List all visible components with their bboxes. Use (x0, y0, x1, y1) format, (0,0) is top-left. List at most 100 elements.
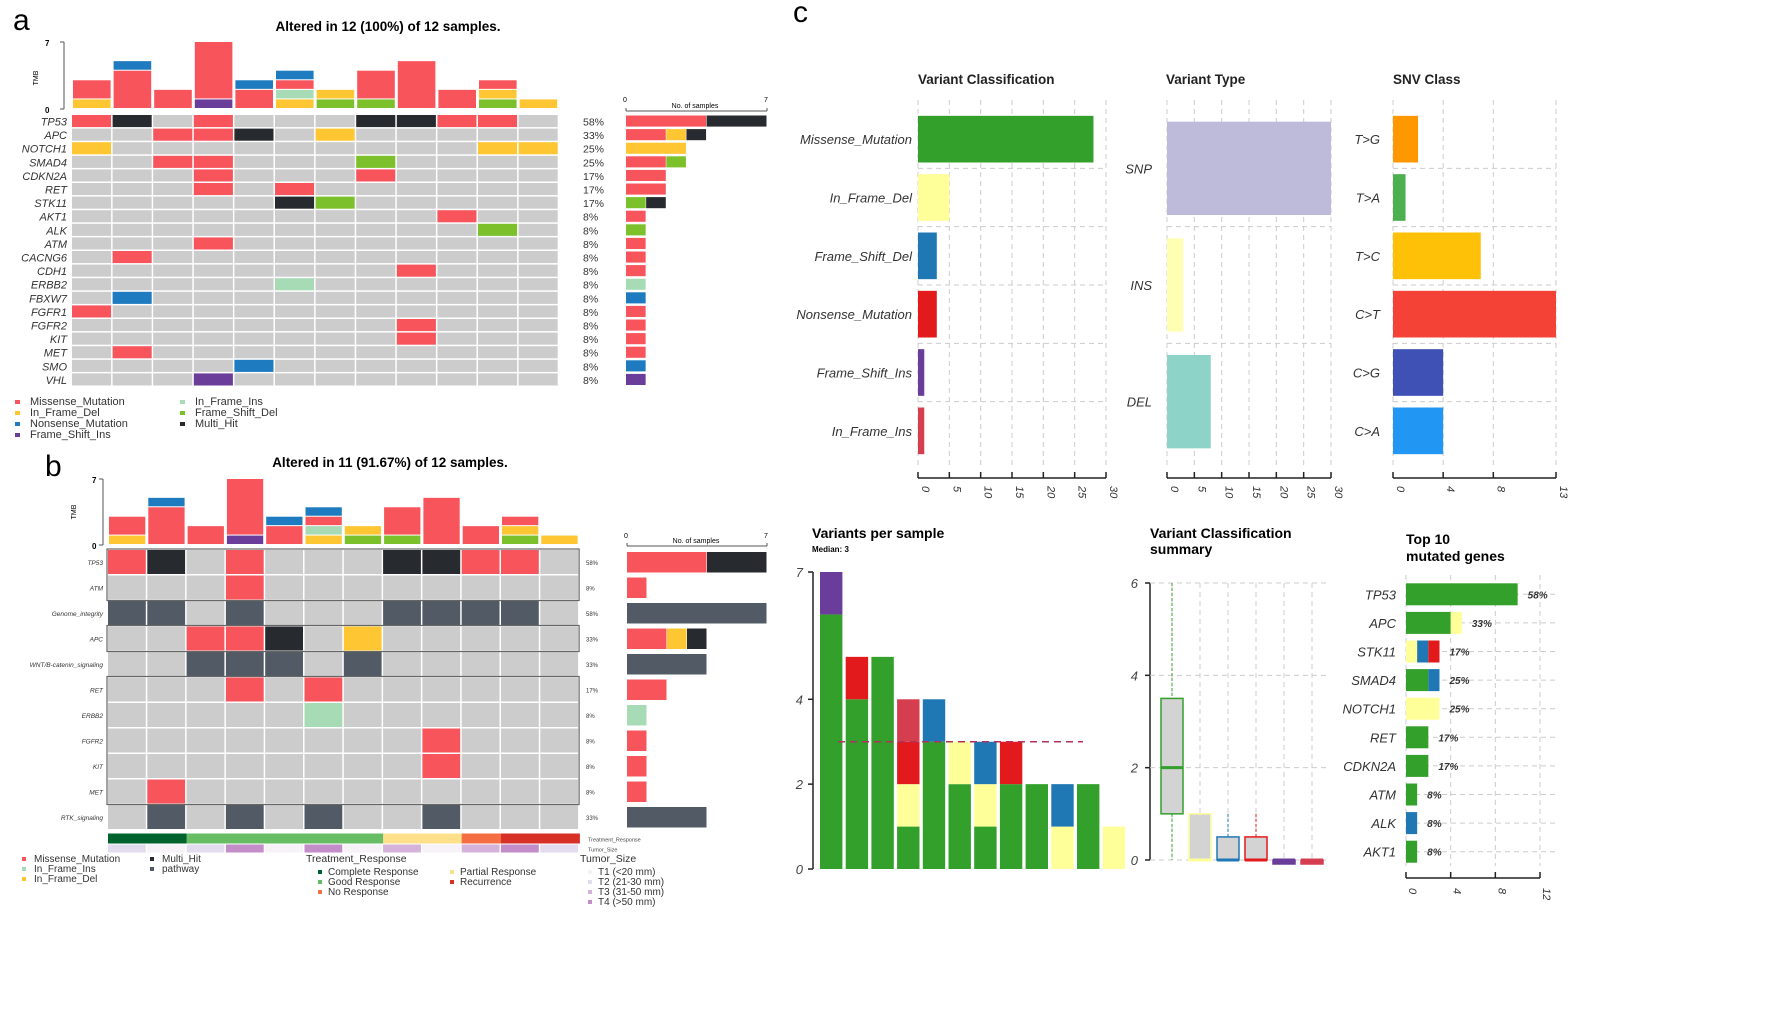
oncoplot-cell (518, 291, 558, 304)
oncoplot-cell (112, 223, 152, 236)
x-tick-label: 0 (1168, 486, 1180, 493)
pathway-cell (108, 601, 146, 625)
oncoplot-cell (275, 115, 315, 128)
bar (1393, 349, 1444, 396)
gene-bar-segment (1417, 640, 1429, 663)
x-tick-label: 4 (1451, 888, 1463, 894)
side-bar-segment (626, 197, 646, 209)
oncoplot-cell (153, 142, 193, 155)
tmb-bar-segment (519, 99, 558, 108)
sample-bar-segment (897, 699, 920, 742)
oncoplot-cell (518, 346, 558, 359)
pathway-cell (383, 652, 421, 676)
tmb-bar-segment (73, 99, 111, 108)
oncoplot-cell (193, 169, 233, 182)
legend-label: In_Frame_Del (34, 874, 97, 885)
oncoplot-cell (108, 677, 146, 702)
x-tick-label: 25 (1305, 485, 1317, 499)
sample-bar-segment (845, 656, 869, 700)
oncoplot-cell (478, 142, 518, 155)
gene-percent: 58% (586, 561, 599, 567)
tumor-size-cell (265, 844, 303, 853)
gene-percent: 8% (583, 280, 598, 292)
oncoplot-cell (147, 754, 186, 778)
oncoplot-cell (437, 346, 477, 359)
oncoplot-cell (518, 278, 558, 291)
oncoplot-cell (315, 319, 355, 332)
gene-label: STK11 (1357, 645, 1396, 660)
oncoplot-cell (153, 128, 193, 141)
oncoplot-cell (265, 626, 303, 651)
side-axis: 0 7 No. of samples (624, 533, 768, 547)
gene-percent: 33% (586, 663, 599, 669)
bar (918, 407, 925, 455)
annotation-label: Tumor_Size (588, 848, 617, 854)
bar (1393, 174, 1406, 221)
oncoplot-cell (383, 677, 421, 702)
oncoplot-cell (193, 128, 233, 141)
gene-label: ALK (1370, 816, 1397, 831)
oncoplot-cell (108, 754, 146, 778)
oncoplot-cell (304, 779, 343, 804)
gene-percent: 8% (586, 714, 595, 720)
oncoplot-cell (275, 319, 315, 332)
oncoplot-cell (396, 251, 436, 264)
side-bar-segment (626, 183, 666, 195)
treatment-response-cell (225, 833, 266, 844)
oncoplot-cell (112, 169, 152, 182)
chart-title: mutated genes (1406, 548, 1505, 564)
treatment-response-cell (265, 833, 305, 844)
oncoplot-cell (518, 155, 558, 168)
legend-a: Missense_MutationIn_Frame_DelNonsense_Mu… (15, 396, 278, 441)
pathway-cell (147, 601, 186, 625)
gene-label: RET (45, 185, 68, 197)
tumor-size-cell (383, 844, 421, 853)
side-bar-segment (626, 305, 646, 317)
oncoplot-cell (461, 677, 500, 702)
oncoplot-cell (478, 210, 518, 223)
pathway-cell (186, 652, 225, 676)
pathway-cell (422, 652, 461, 676)
tumor-size-cell (422, 844, 461, 853)
side-bar-segment (707, 552, 767, 573)
treatment-response-cell (540, 833, 580, 844)
pathway-cell (265, 601, 303, 625)
oncoplot-cell (108, 703, 146, 727)
category-label: Frame_Shift_Ins (817, 366, 913, 381)
oncoplot-cell (186, 703, 225, 727)
x-tick-label: 12 (1540, 888, 1552, 900)
pathway-cell (383, 601, 421, 625)
oncoplot-cell (356, 155, 396, 168)
oncoplot-cell (112, 278, 152, 291)
oncoplot-cell (193, 251, 233, 264)
pathway-cell (343, 652, 382, 676)
oncoplot-cell (153, 264, 193, 277)
oncoplot-cell (112, 373, 152, 386)
pathway-label: WNT/B-catenin_signaling (30, 662, 104, 669)
oncoplot-cell (153, 237, 193, 250)
oncoplot-cell (437, 359, 477, 372)
oncoplot-cell (437, 196, 477, 209)
oncoplot-cell (315, 196, 355, 209)
legend-label: In_Frame_Ins (34, 864, 96, 875)
gene-group-box (106, 624, 580, 653)
side-bar-segment (627, 679, 667, 700)
side-axis-label: No. of samples (673, 538, 720, 545)
gene-bar-segment (1406, 783, 1418, 806)
oncoplot-cell (518, 332, 558, 345)
pathway-cell (383, 805, 421, 829)
legend-swatch (318, 870, 322, 874)
tmb-bar-segment (344, 535, 382, 544)
gene-percent: 25% (583, 144, 604, 156)
treatment-response-cell (422, 833, 462, 844)
oncoplot-cell (356, 251, 396, 264)
tmb-bar-segment (276, 99, 314, 108)
oncoplot-cell (108, 728, 146, 753)
legend-swatch (318, 880, 322, 884)
oncoplot-cell (518, 169, 558, 182)
gene-group-box (106, 675, 580, 806)
tmb-bar-segment (384, 535, 421, 544)
gene-label: FGFR2 (31, 321, 67, 333)
